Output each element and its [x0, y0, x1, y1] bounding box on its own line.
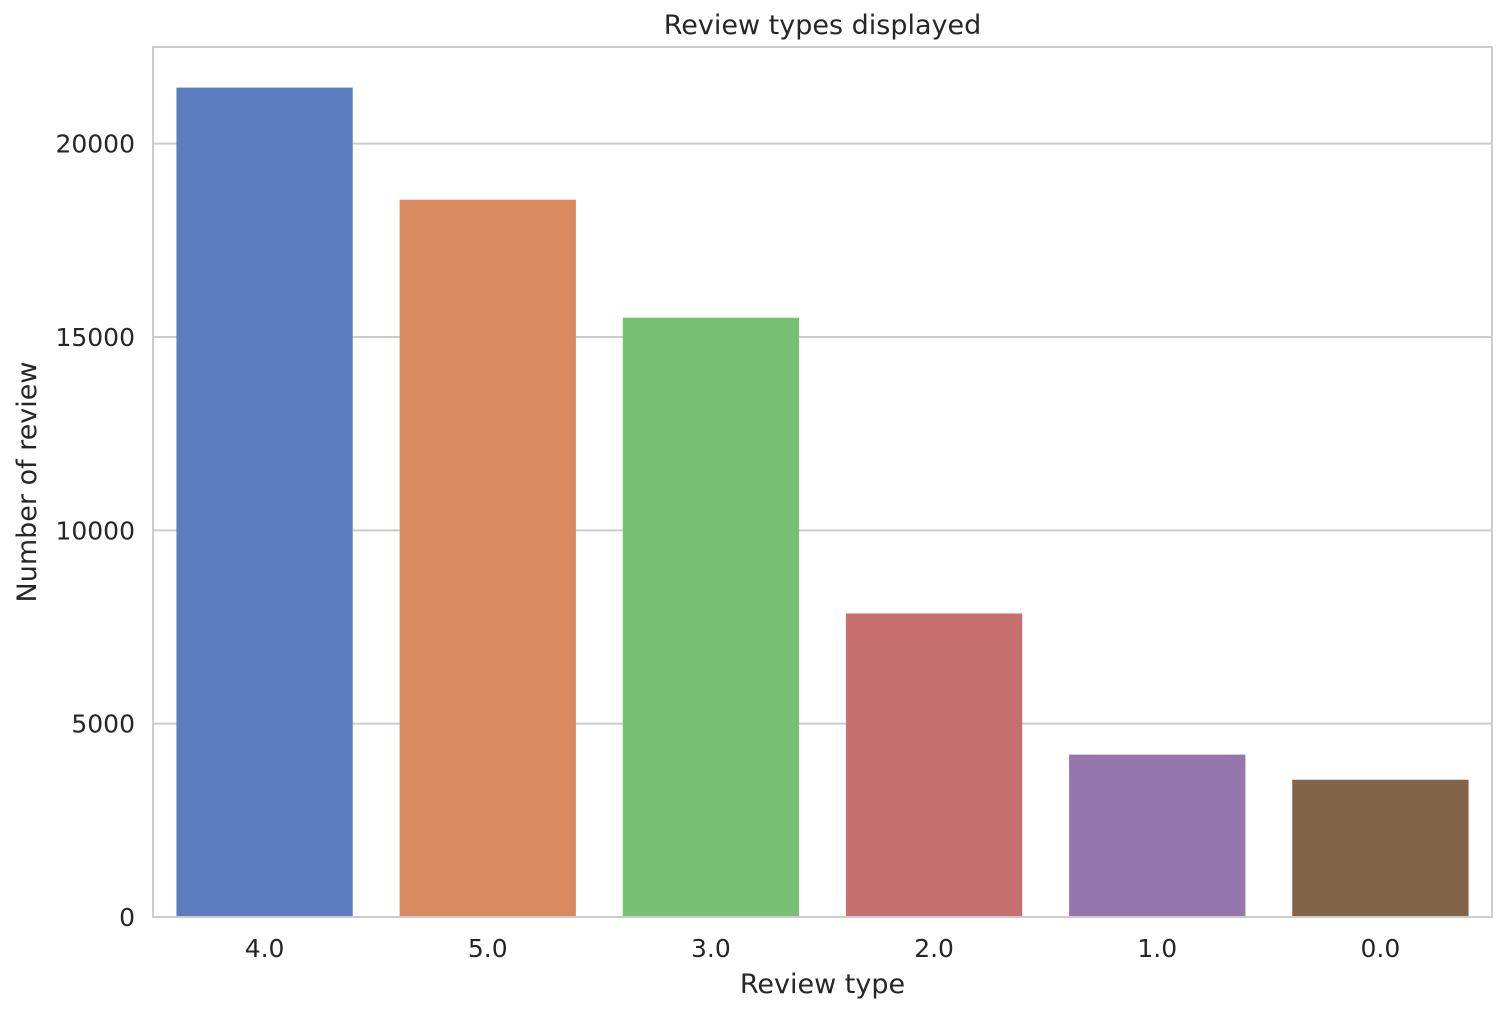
plot-area-frame [152, 46, 1493, 918]
y-tick-label: 0 [119, 903, 135, 932]
bars [176, 87, 1469, 918]
x-axis-ticks: 4.0 5.0 3.0 2.0 1.0 0.0 [245, 934, 1401, 963]
y-tick-label: 15000 [55, 323, 135, 352]
bar-3.0 [622, 317, 800, 918]
chart-title: Review types displayed [664, 10, 982, 41]
x-tick-label: 0.0 [1361, 934, 1401, 963]
bar-5.0 [399, 199, 576, 917]
x-axis-label: Review type [740, 969, 905, 1000]
x-tick-label: 2.0 [914, 934, 954, 963]
bar-2.0 [845, 613, 1023, 917]
x-tick-label: 5.0 [468, 934, 508, 963]
y-axis-ticks: 0 5000 10000 15000 20000 [55, 130, 135, 932]
bar-0.0 [1292, 779, 1469, 917]
x-tick-label: 1.0 [1137, 934, 1177, 963]
y-tick-label: 20000 [55, 130, 135, 159]
x-tick-label: 4.0 [245, 934, 285, 963]
y-tick-label: 5000 [71, 710, 135, 739]
y-tick-label: 10000 [55, 516, 135, 545]
x-tick-label: 3.0 [691, 934, 731, 963]
bar-1.0 [1069, 754, 1246, 917]
y-axis-label: Number of review [12, 362, 43, 603]
gridlines [153, 142, 1492, 725]
bar-4.0 [176, 87, 353, 918]
